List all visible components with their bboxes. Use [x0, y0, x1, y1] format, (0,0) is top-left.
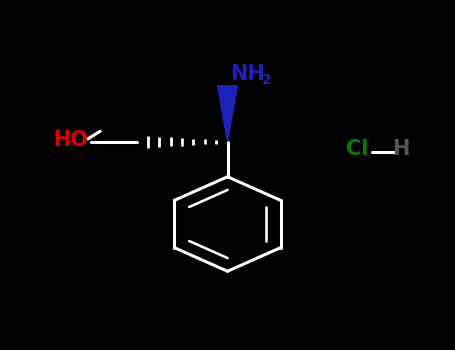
Text: HO: HO — [53, 130, 88, 150]
Text: H: H — [393, 139, 410, 160]
Text: Cl: Cl — [346, 139, 369, 160]
Polygon shape — [217, 86, 238, 142]
Text: 2: 2 — [262, 74, 271, 88]
Text: NH: NH — [230, 64, 264, 84]
